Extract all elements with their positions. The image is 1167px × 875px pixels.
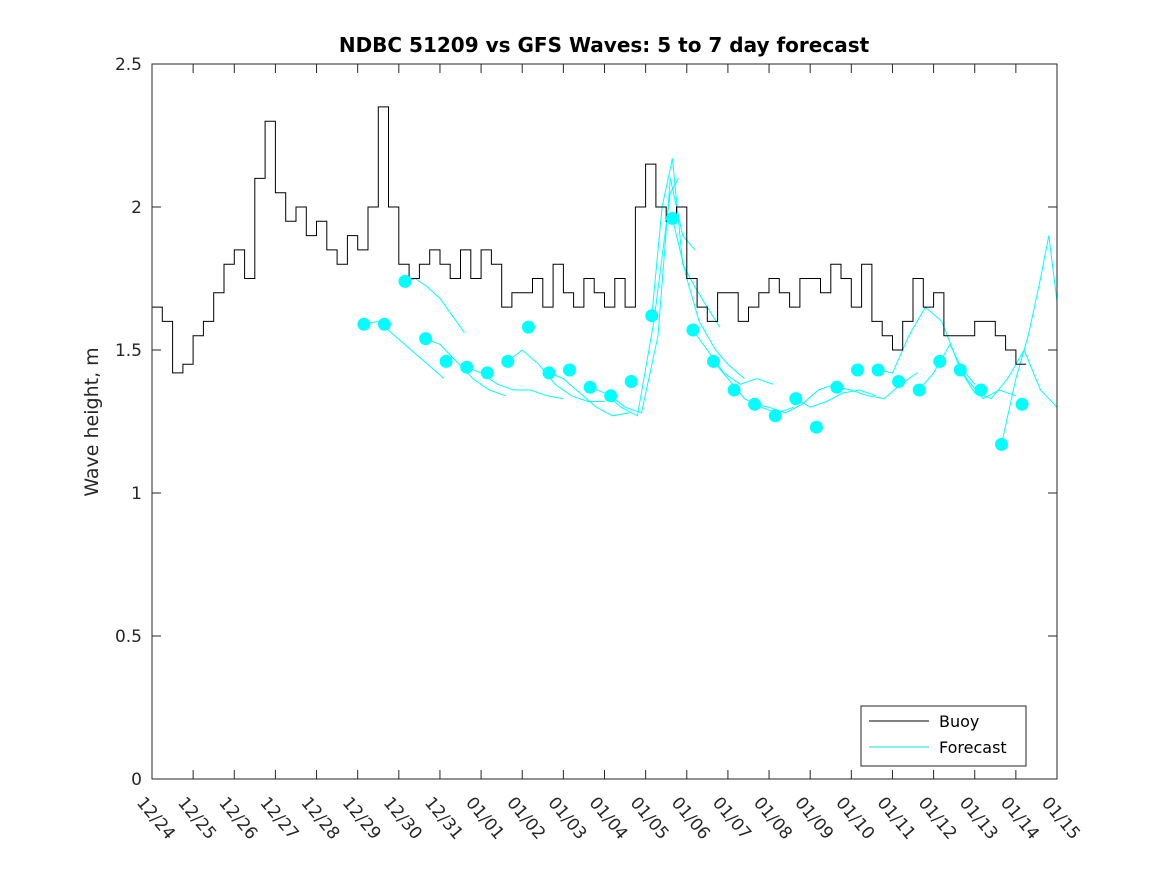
forecast-point (809, 420, 823, 434)
forecast-point (995, 437, 1008, 451)
forecast-point (645, 309, 659, 323)
forecast-point (953, 363, 967, 377)
forecast-point (892, 375, 906, 388)
forecast-point (1015, 397, 1029, 411)
forecast-run-line (548, 372, 630, 417)
forecast-run-line (795, 389, 877, 408)
y-tick-label: 1.5 (115, 341, 142, 361)
forecast-point (686, 323, 700, 337)
chart-title: NDBC 51209 vs GFS Waves: 5 to 7 day fore… (339, 33, 870, 57)
forecast-point (974, 383, 988, 397)
forecast-run-line (671, 218, 745, 379)
forecast-point (912, 383, 926, 397)
y-tick-label: 2.5 (115, 55, 142, 75)
y-tick-label: 0.5 (115, 627, 142, 647)
forecast-point (851, 363, 864, 377)
series-layer (152, 106, 1058, 451)
legend: Buoy Forecast (860, 705, 1027, 767)
y-tick-label: 2 (131, 198, 142, 218)
legend-forecast-label: Forecast (939, 738, 1007, 757)
legend-box (860, 705, 1027, 767)
forecast-point (830, 380, 844, 394)
forecast-run-line (363, 320, 445, 379)
forecast-point (604, 389, 618, 403)
forecast-run-line (754, 383, 836, 414)
y-tick-label: 1 (131, 484, 142, 504)
forecast-point (460, 360, 474, 374)
y-tick-label: 0 (131, 770, 142, 790)
buoy-series-line (152, 106, 1027, 374)
forecast-run-line (507, 349, 605, 402)
forecast-point (357, 317, 371, 331)
forecast-point (871, 363, 885, 377)
forecast-point (748, 397, 762, 411)
forecast-point (439, 354, 453, 368)
forecast-point (480, 366, 494, 380)
forecast-point (707, 354, 720, 368)
forecast-point (727, 383, 741, 397)
forecast-point (624, 375, 638, 388)
forecast-point (583, 380, 597, 394)
forecast-point (789, 392, 803, 406)
forecast-run-line (692, 329, 774, 385)
forecast-point (665, 211, 679, 225)
forecast-run-line (1001, 235, 1058, 445)
forecast-point (933, 354, 947, 368)
forecast-run-line (959, 348, 1058, 408)
forecast-point (542, 366, 556, 380)
forecast-point (521, 320, 535, 334)
forecast-point (501, 354, 515, 368)
forecast-point (419, 332, 433, 346)
forecast-run-line (918, 343, 1017, 400)
forecast-point (398, 274, 412, 288)
legend-buoy-label: Buoy (939, 712, 979, 731)
forecast-point (563, 363, 576, 377)
y-axis-label: Wave height, m (81, 347, 103, 496)
forecast-point (768, 409, 782, 423)
forecast-run-line (589, 178, 679, 417)
forecast-run-line (610, 178, 696, 414)
forecast-point (377, 317, 391, 331)
